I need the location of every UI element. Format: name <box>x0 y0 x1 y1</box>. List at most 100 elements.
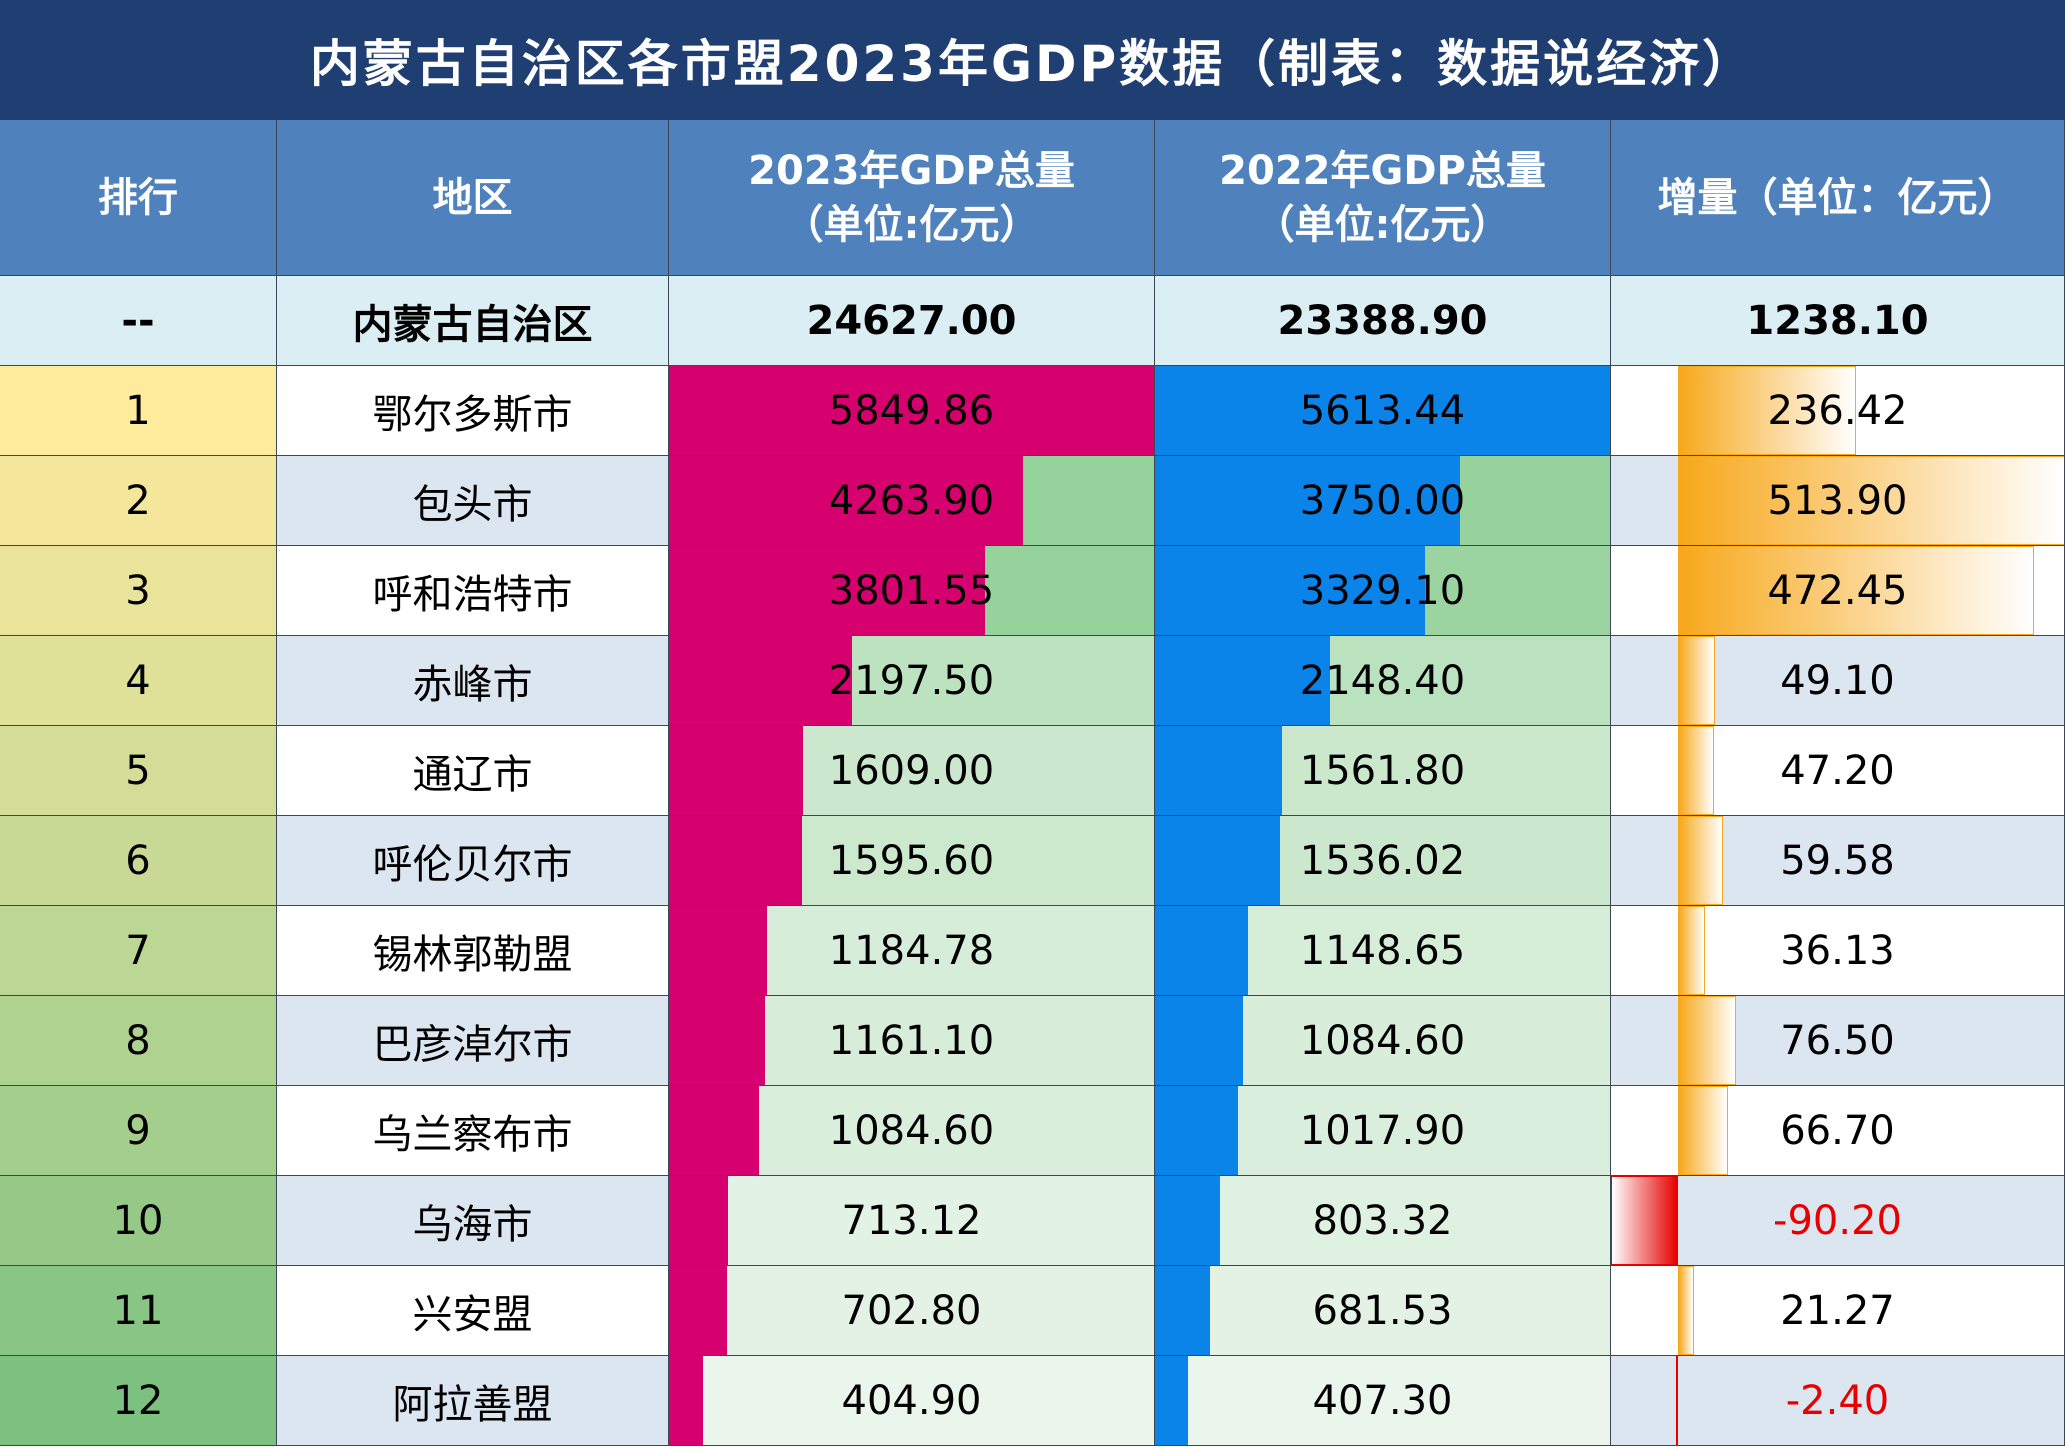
gdp2023-value: 1161.10 <box>828 1017 995 1064</box>
gdp2023-bar <box>669 546 985 635</box>
increase-cell: -2.40 <box>1611 1356 2065 1446</box>
increase-cell: 49.10 <box>1611 636 2065 726</box>
region-name: 通辽市 <box>412 751 533 798</box>
gdp2022-bar <box>1155 816 1280 905</box>
gdp2023-cell: 1609.00 <box>669 726 1155 816</box>
increase-bar <box>1678 546 2034 635</box>
gdp2022-cell: 3750.00 <box>1155 456 1611 546</box>
rank-cell: 4 <box>0 636 277 726</box>
increase-value: 59.58 <box>1780 837 1895 884</box>
rank-value: 2 <box>125 477 151 524</box>
gdp2023-value: 713.12 <box>841 1197 982 1244</box>
increase-cell: 236.42 <box>1611 366 2065 456</box>
gdp2022-bar <box>1155 1176 1221 1265</box>
gdp2022-cell: 5613.44 <box>1155 366 1611 456</box>
gdp2023-value: 702.80 <box>841 1287 982 1334</box>
region-cell: 赤峰市 <box>277 636 669 726</box>
increase-value: 236.42 <box>1767 387 1908 434</box>
gdp2023-value: 5849.86 <box>828 387 995 434</box>
total-gdp2023-cell: 24627.00 <box>669 276 1155 366</box>
rank-value: 5 <box>125 747 151 794</box>
header-increase-label: 增量（单位：亿元） <box>1657 174 2018 221</box>
rank-value: 6 <box>125 837 151 884</box>
region-cell: 锡林郭勒盟 <box>277 906 669 996</box>
gdp2022-value: 3329.10 <box>1299 567 1466 614</box>
gdp2022-value: 407.30 <box>1312 1377 1453 1424</box>
rank-cell: 11 <box>0 1266 277 1356</box>
gdp2023-cell: 2197.50 <box>669 636 1155 726</box>
gdp2022-value: 1536.02 <box>1299 837 1466 884</box>
rank-cell: 12 <box>0 1356 277 1446</box>
gdp2023-bar <box>669 1266 728 1355</box>
gdp2022-value: 1148.65 <box>1299 927 1466 974</box>
region-name: 呼伦贝尔市 <box>372 841 573 888</box>
total-gdp2022: 23388.90 <box>1277 297 1488 344</box>
gdp2023-cell: 1595.60 <box>669 816 1155 906</box>
gdp2022-cell: 407.30 <box>1155 1356 1611 1446</box>
gdp2023-cell: 4263.90 <box>669 456 1155 546</box>
region-cell: 乌兰察布市 <box>277 1086 669 1176</box>
rank-cell: 8 <box>0 996 277 1086</box>
increase-value: 513.90 <box>1767 477 1908 524</box>
increase-cell: 513.90 <box>1611 456 2065 546</box>
gdp2023-cell: 3801.55 <box>669 546 1155 636</box>
region-cell: 呼伦贝尔市 <box>277 816 669 906</box>
region-name: 鄂尔多斯市 <box>372 391 573 438</box>
region-cell: 呼和浩特市 <box>277 546 669 636</box>
header-gdp2023-line2: （单位:亿元） <box>783 201 1040 248</box>
gdp2022-cell: 681.53 <box>1155 1266 1611 1356</box>
rank-cell: 5 <box>0 726 277 816</box>
gdp2022-value: 2148.40 <box>1299 657 1466 704</box>
total-rank: -- <box>121 297 155 344</box>
gdp2023-bar <box>669 816 802 905</box>
gdp2022-bar <box>1155 1356 1189 1445</box>
region-cell: 鄂尔多斯市 <box>277 366 669 456</box>
gdp2022-bar <box>1155 996 1244 1085</box>
increase-value: 49.10 <box>1780 657 1895 704</box>
gdp2023-value: 404.90 <box>841 1377 982 1424</box>
increase-bar <box>1678 636 1715 725</box>
region-name: 乌海市 <box>412 1201 533 1248</box>
gdp2022-bar <box>1155 636 1330 725</box>
region-name: 包头市 <box>412 481 533 528</box>
region-cell: 兴安盟 <box>277 1266 669 1356</box>
total-increase-cell: 1238.10 <box>1611 276 2065 366</box>
region-name: 锡林郭勒盟 <box>372 931 573 978</box>
increase-value: 76.50 <box>1780 1017 1895 1064</box>
rank-value: 4 <box>125 657 151 704</box>
gdp2022-bar <box>1155 546 1426 635</box>
rank-value: 9 <box>125 1107 151 1154</box>
header-rank-label: 排行 <box>98 174 178 221</box>
rank-value: 1 <box>125 387 151 434</box>
gdp2023-cell: 404.90 <box>669 1356 1155 1446</box>
increase-cell: 472.45 <box>1611 546 2065 636</box>
increase-bar <box>1678 816 1723 905</box>
gdp2023-bar <box>669 456 1024 545</box>
rank-value: 7 <box>125 927 151 974</box>
increase-cell: 59.58 <box>1611 816 2065 906</box>
rank-cell: 2 <box>0 456 277 546</box>
gdp2022-cell: 1084.60 <box>1155 996 1611 1086</box>
gdp2023-bar <box>669 996 766 1085</box>
increase-bar <box>1678 1086 1729 1175</box>
gdp2023-bar <box>669 726 803 815</box>
region-cell: 通辽市 <box>277 726 669 816</box>
gdp2022-bar <box>1155 456 1460 545</box>
gdp2023-value: 1595.60 <box>828 837 995 884</box>
region-cell: 巴彦淖尔市 <box>277 996 669 1086</box>
increase-value: 47.20 <box>1780 747 1895 794</box>
header-gdp2023: 2023年GDP总量 （单位:亿元） <box>669 120 1155 276</box>
region-name: 赤峰市 <box>412 661 533 708</box>
increase-bar <box>1678 726 1714 815</box>
region-name: 兴安盟 <box>412 1291 533 1338</box>
header-region: 地区 <box>277 120 669 276</box>
gdp2023-value: 1184.78 <box>828 927 995 974</box>
header-rank: 排行 <box>0 120 277 276</box>
rank-cell: 10 <box>0 1176 277 1266</box>
header-region-label: 地区 <box>432 174 513 221</box>
rank-value: 8 <box>125 1017 151 1064</box>
gdp2023-bar <box>669 906 768 995</box>
header-gdp2022-line2: （单位:亿元） <box>1254 201 1511 248</box>
gdp2022-cell: 1148.65 <box>1155 906 1611 996</box>
decrease-bar <box>1676 1356 1678 1445</box>
